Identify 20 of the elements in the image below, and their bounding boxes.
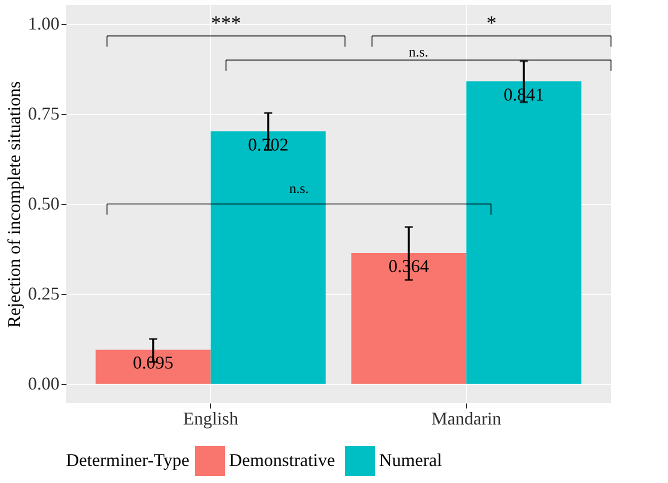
x-tick-label: English — [183, 408, 238, 428]
legend-label: Numeral — [379, 450, 442, 470]
y-tick-label: 0.25 — [28, 283, 60, 304]
x-tick-label: Mandarin — [431, 408, 502, 428]
data-label: 0.095 — [132, 352, 174, 373]
annotation: n.s. — [289, 182, 309, 198]
y-tick-label: 0.00 — [28, 373, 60, 394]
y-axis-title: Rejection of incomplete situations — [4, 81, 24, 328]
legend-title: Determiner-Type — [66, 450, 190, 470]
y-tick-label: 0.50 — [28, 194, 60, 214]
bar — [210, 131, 326, 384]
bar — [466, 81, 582, 384]
annotation: * — [486, 12, 496, 34]
bar — [96, 350, 211, 384]
legend-label: Demonstrative — [229, 450, 335, 470]
y-tick-label: 0.75 — [28, 104, 60, 124]
annotation: n.s. — [408, 45, 428, 60]
bar — [351, 252, 466, 384]
annotation: *** — [211, 12, 241, 34]
y-tick-label: 1.00 — [28, 14, 60, 34]
